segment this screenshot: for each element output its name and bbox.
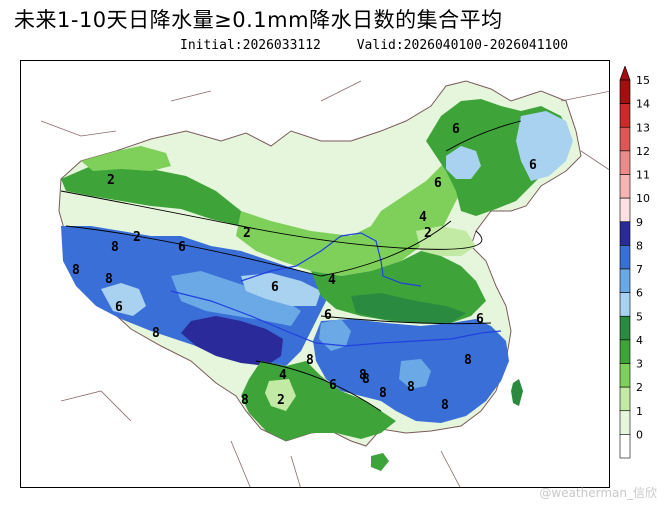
colorbar-tick-1: 1: [636, 405, 643, 418]
contour-label-hunan: 6: [329, 378, 337, 393]
colorbar-tick-13: 13: [636, 121, 650, 134]
contour-label-hubei: 8: [362, 372, 370, 387]
contour-label-qinghai-2b: 2: [243, 226, 251, 241]
contour-label-sichuan: 6: [324, 308, 332, 323]
contour-label-tibet-west: 8: [72, 263, 80, 278]
colorbar: 15 14 13 12 11 10 9 8 7 6 5 4 3 2 1 0: [618, 65, 665, 466]
contour-label-gansu: 6: [271, 280, 279, 295]
contour-labels: 2 8 8 8 6 8 6 2 2 6 6 4 4 2 6 6 6 6 6 8 …: [72, 122, 537, 413]
colorbar-swatch-12: [619, 150, 631, 175]
colorbar-tick-11: 11: [636, 169, 650, 182]
contour-label-tibet-south: 8: [152, 326, 160, 341]
contour-label-ydelta: 8: [359, 368, 367, 383]
zone-taiwan: [511, 379, 523, 406]
colorbar-swatch-15: [619, 79, 631, 104]
colorbar-swatch-4: [619, 339, 631, 364]
colorbar-swatch-7: [619, 268, 631, 293]
colorbar-tick-10: 10: [636, 192, 650, 205]
zone-xinjiang-lightgreen: [81, 146, 171, 171]
contour-label-guangxi: 8: [464, 353, 472, 368]
contour-label-huabei: 4: [419, 210, 427, 225]
watermark: @weatherman_信欣: [539, 486, 657, 500]
yangtze-river: [170, 290, 502, 347]
colorbar-tick-14: 14: [636, 98, 650, 111]
colorbar-tick-0: 0: [636, 428, 643, 441]
zone-tibet-mid: [171, 271, 301, 326]
contour-label-xinjiang: 2: [107, 173, 115, 188]
contour-label-fujian: 8: [407, 380, 415, 395]
chart-subtitle: Initial:2026033112 Valid:2026040100-2026…: [180, 38, 568, 56]
colorbar-swatch-10: [619, 197, 631, 223]
zone-hunan-lightblue: [399, 359, 431, 389]
colorbar-tick-5: 5: [636, 310, 643, 323]
colorbar-tick-8: 8: [636, 239, 643, 252]
colorbar-tick-12: 12: [636, 145, 650, 158]
contour-label-guangdong: 8: [441, 398, 449, 413]
zone-ne-blue2: [446, 146, 481, 179]
contour-label-qinghai: 6: [178, 240, 186, 255]
precipitation-days-map: 2 8 8 8 6 8 6 2 2 6 6 4 4 2 6 6 6 6 6 8 …: [20, 60, 610, 488]
map-canvas: 2 8 8 8 6 8 6 2 2 6 6 4 4 2 6 6 6 6 6 8 …: [40, 80, 609, 487]
colorbar-swatch-0: [619, 434, 631, 459]
colorbar-tick-2: 2: [636, 381, 643, 394]
contour-label-tibet-northwest: 8: [111, 240, 119, 255]
chart-title: 未来1-10天日降水量≥0.1mm降水日数的集合平均: [14, 8, 503, 32]
contour-label-tibet-center: 8: [105, 272, 113, 287]
colorbar-swatch-14: [619, 103, 631, 128]
zone-indigo-core: [181, 316, 283, 366]
contour-label-jiangnan: 6: [476, 312, 484, 327]
zone-ne-blue: [516, 111, 573, 181]
colorbar-swatch-13: [619, 126, 631, 152]
colorbar-swatch-6: [619, 292, 631, 317]
neighbor-borders: [40, 80, 609, 487]
zone-central-darkgreen: [351, 293, 466, 323]
colorbar-swatch-5: [619, 315, 631, 341]
colorbar-swatch-11: [619, 174, 631, 199]
contour-label-jiangxi: 8: [379, 386, 387, 401]
contour-label-guizhou: 8: [306, 353, 314, 368]
colorbar-tick-15: 15: [636, 74, 650, 87]
zone-south-lightblue: [319, 319, 351, 351]
contour-label-qinghai-2: 2: [133, 230, 141, 245]
zone-yunnan-lightgreen: [265, 379, 296, 411]
contour-lines: [60, 120, 522, 412]
contour-label-tibet-center2: 6: [115, 300, 123, 315]
colorbar-swatch-2: [619, 386, 631, 412]
contour-label-yunnan-3: 8: [241, 393, 249, 408]
colorbar-arrow-top: [619, 65, 631, 81]
colorbar-tick-4: 4: [636, 334, 643, 347]
contour-label-yunnan: 4: [279, 368, 287, 383]
zone-tibet-lightblue: [101, 283, 146, 316]
colorbar-tick-9: 9: [636, 216, 643, 229]
contour-label-northeast-b: 6: [434, 176, 442, 191]
zone-qinghai-lightblue: [241, 273, 321, 306]
contour-label-huabei-2: 2: [424, 226, 432, 241]
colorbar-swatch-8: [619, 245, 631, 270]
colorbar-swatch-1: [619, 410, 631, 435]
colorbar-tick-6: 6: [636, 287, 643, 300]
contour-label-northeast-c: 6: [529, 158, 537, 173]
valid-period: Valid:2026040100-2026041100: [356, 38, 569, 53]
colorbar-tick-3: 3: [636, 358, 643, 371]
colorbar-tick-7: 7: [636, 263, 643, 276]
zone-xinjiang-green: [61, 161, 261, 226]
initial-time: Initial:2026033112: [180, 38, 321, 53]
zone-hainan: [371, 453, 389, 471]
colorbar-swatch-3: [619, 363, 631, 388]
contour-label-shaanxi: 4: [328, 273, 336, 288]
contour-label-northeast-a: 6: [452, 122, 460, 137]
contour-label-yunnan-2: 2: [277, 393, 285, 408]
colorbar-swatch-9: [619, 221, 631, 246]
